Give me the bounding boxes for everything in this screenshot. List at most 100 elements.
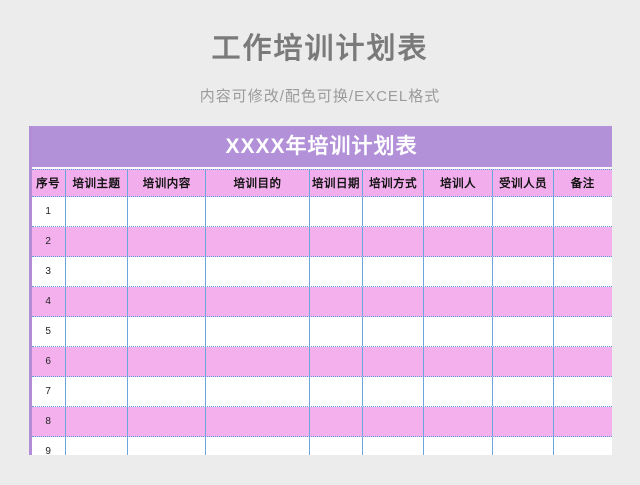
table-cell [66,347,129,376]
table-cell [424,257,494,286]
column-header-1: 序号 [32,170,66,196]
table-row-7: 7 [31,377,612,407]
table-cell [206,287,310,316]
row-number: 7 [32,377,66,406]
table-cell [66,377,129,406]
table-cell [363,407,425,436]
table-row-3: 3 [31,257,612,287]
table-cell [128,287,207,316]
template-preview-page: 工作培训计划表 内容可修改/配色可换/EXCEL格式 XXXX年培训计划表 序号… [28,33,612,455]
table-cell [554,407,611,436]
column-header-9: 备注 [570,178,595,190]
training-plan-spreadsheet: XXXX年培训计划表 序号 培训主题 培训内容 培训目的 培训日期 培训方式 培训人 受训人员… [28,126,612,455]
table-cell [128,377,207,406]
table-cell [66,227,129,256]
table-cell [206,377,310,406]
table-row-6: 6 [31,347,612,377]
table-banner-title: XXXX年培训计划表 [31,126,612,167]
table-cell [310,287,364,316]
table-cell [310,377,364,406]
table-cell [66,317,129,346]
table-cell [66,287,129,316]
table-cell [128,257,207,286]
table-cell [424,437,494,455]
table-cell [493,407,555,436]
table-cell [66,407,129,436]
table-row-4: 4 [31,287,612,317]
table-row-1: 1 [31,197,612,227]
table-cell [363,287,425,316]
table-cell [363,227,425,256]
column-header-2: 培训主题 [66,170,129,196]
table-cell [310,407,364,436]
page-subtitle: 内容可修改/配色可换/EXCEL格式 [199,88,441,105]
table-cell [493,317,555,346]
table-cell [554,227,611,256]
table-cell [128,407,207,436]
table-cell [206,407,310,436]
table-cell [424,377,494,406]
table-cell [424,227,494,256]
table-cell [206,227,310,256]
table-cell [363,377,425,406]
table-cell [554,347,611,376]
table-cell [128,317,207,346]
table-cell [493,377,555,406]
table-cell [424,407,494,436]
table-cell [310,347,364,376]
row-number: 4 [32,287,66,316]
table-cell [554,317,611,346]
table-cell [66,257,129,286]
table-cell [66,197,129,226]
table-cell [66,437,129,455]
table-cell [206,197,310,226]
table-row-9: 9 [31,437,612,455]
table-cell [493,227,555,256]
table-cell [424,347,494,376]
table-row-8: 8 [31,407,612,437]
table-cell [310,317,364,346]
table-cell [424,197,494,226]
table-cell [554,437,611,455]
row-number: 1 [32,197,66,226]
column-header-8: 受训人员 [493,170,555,196]
table-cell [493,437,555,455]
table-cell [493,347,555,376]
table-cell [206,437,310,455]
table-cell [424,317,494,346]
row-number: 6 [32,347,66,376]
row-number: 8 [32,407,66,436]
table-cell [206,347,310,376]
table-cell [554,197,611,226]
table-cell [363,317,425,346]
row-number: 3 [32,257,66,286]
table-cell [206,317,310,346]
table-cell [128,227,207,256]
table-cell [128,197,207,226]
table-row-5: 5 [31,317,612,347]
table-cell [363,197,425,226]
table-cell [554,257,611,286]
table-cell [128,437,207,455]
table-cell [554,287,611,316]
table-cell [493,257,555,286]
column-header-6: 培训方式 [363,170,425,196]
table-cell [363,347,425,376]
column-header-7: 培训人 [424,170,494,196]
row-number: 2 [32,227,66,256]
table-cell [310,437,364,455]
table-header-row: 序号 培训主题 培训内容 培训目的 培训日期 培训方式 培训人 受训人员 备注 [31,169,612,197]
table-cell [363,257,425,286]
page-title: 工作培训计划表 [211,33,429,65]
table-cell [493,197,555,226]
table-row-2: 2 [31,227,612,257]
row-number: 9 [32,437,66,455]
table-cell [424,287,494,316]
table-cell [493,287,555,316]
table-cell [206,257,310,286]
table-cell [128,347,207,376]
column-header-5: 培训日期 [310,170,364,196]
table-cell [310,257,364,286]
table-cell [363,437,425,455]
